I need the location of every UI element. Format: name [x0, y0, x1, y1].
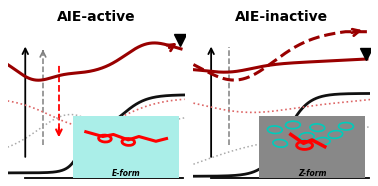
Title: AIE-active: AIE-active [57, 10, 135, 24]
Title: AIE-inactive: AIE-inactive [235, 10, 328, 24]
